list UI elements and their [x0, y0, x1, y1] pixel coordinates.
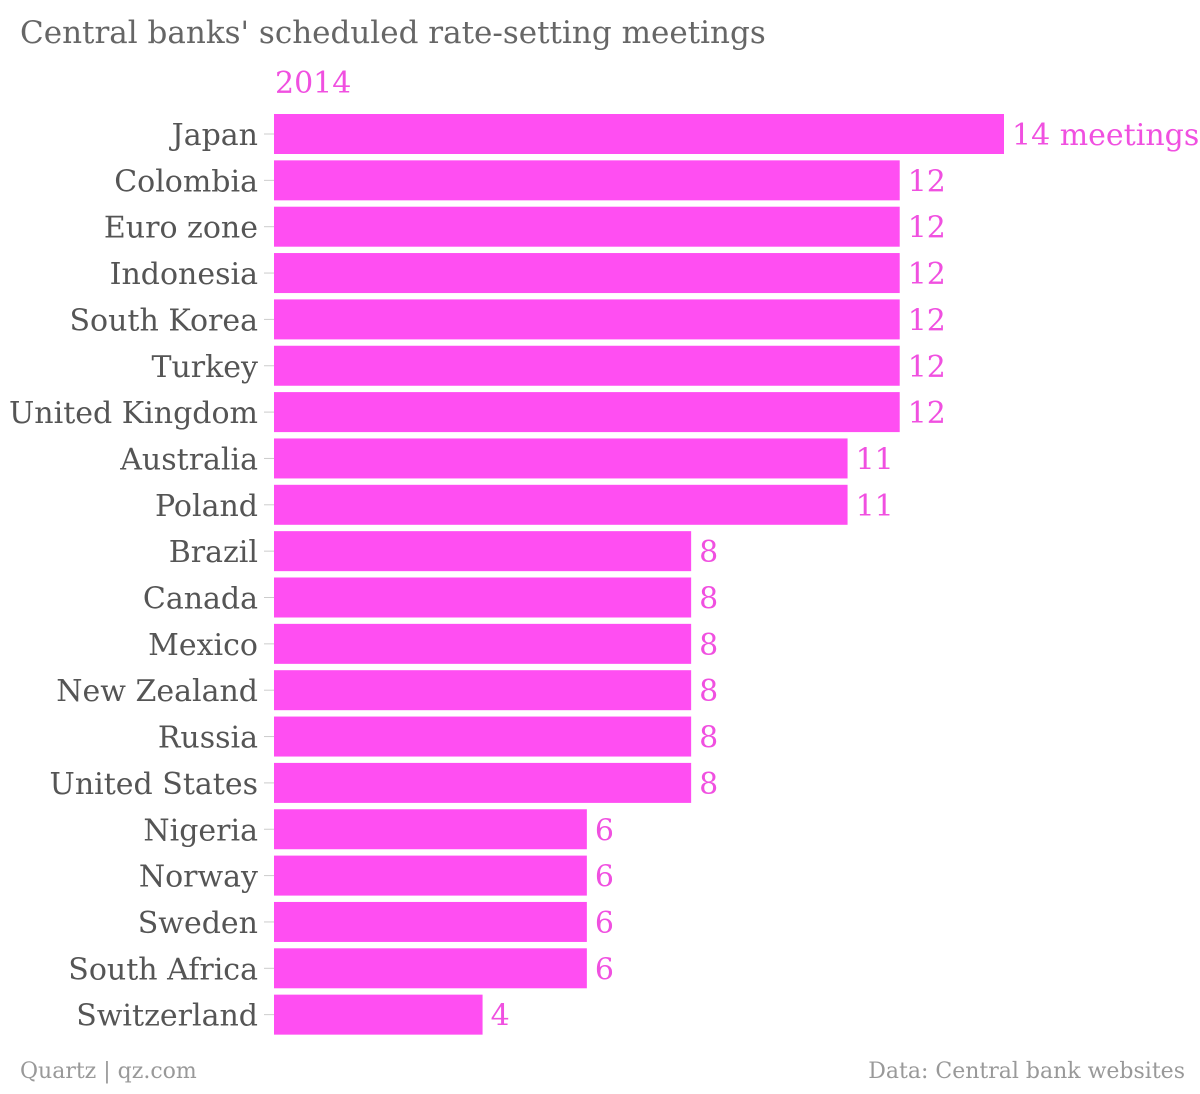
category-label: Australia [119, 442, 258, 477]
value-label: 11 [856, 489, 894, 524]
category-label: United States [50, 767, 258, 802]
category-label: Turkey [151, 350, 258, 385]
bars-group: Japan 14 meetings Colombia 12 Euro zone 12 Ind… [9, 114, 1199, 1035]
value-label: 6 [595, 813, 614, 848]
category-label: Canada [143, 582, 258, 617]
value-label: 6 [595, 906, 614, 941]
category-label: Mexico [148, 628, 258, 663]
value-label: 8 [699, 628, 718, 663]
bar [274, 438, 848, 479]
bar [274, 762, 692, 803]
value-label: 8 [699, 674, 718, 709]
bar [274, 901, 587, 942]
source-credit: Quartz | qz.com [20, 1059, 197, 1084]
category-label: Switzerland [76, 999, 258, 1034]
bar [274, 948, 587, 989]
bar [274, 345, 900, 386]
series-name: 2014 [275, 66, 351, 101]
category-label: Colombia [114, 164, 258, 199]
bar [274, 994, 483, 1035]
category-label: South Africa [68, 952, 258, 987]
category-label: Indonesia [110, 257, 259, 292]
category-label: New Zealand [56, 674, 258, 709]
bar [274, 716, 692, 757]
bar [274, 577, 692, 618]
bar [274, 670, 692, 711]
bar [274, 114, 1004, 154]
value-label: 11 [856, 442, 894, 477]
chart-title: Central banks' scheduled rate-setting me… [20, 15, 766, 51]
category-label: Sweden [138, 906, 258, 941]
bar [274, 160, 900, 201]
category-label: Brazil [169, 535, 258, 570]
bar [274, 623, 692, 664]
value-label: 12 [908, 164, 946, 199]
value-label: 12 [908, 350, 946, 385]
data-source: Data: Central bank websites [868, 1059, 1185, 1084]
value-label: 6 [595, 860, 614, 895]
category-label: Japan [169, 118, 258, 153]
value-label: 8 [699, 767, 718, 802]
bar [274, 484, 848, 525]
category-label: Nigeria [143, 813, 258, 848]
category-label: Norway [139, 860, 258, 895]
bar [274, 253, 900, 294]
value-label: 12 [908, 211, 946, 246]
value-label: 12 [908, 396, 946, 431]
value-label: 6 [595, 952, 614, 987]
bar [274, 206, 900, 247]
bar [274, 855, 587, 896]
bar [274, 392, 900, 433]
bar [274, 809, 587, 850]
category-label: Russia [158, 721, 258, 756]
bar [274, 531, 692, 572]
value-label: 12 [908, 303, 946, 338]
value-label: 8 [699, 721, 718, 756]
bar [274, 299, 900, 340]
value-label: 8 [699, 535, 718, 570]
value-label: 8 [699, 582, 718, 617]
value-label: 4 [491, 999, 510, 1034]
value-label: 12 [908, 257, 946, 292]
category-label: Euro zone [104, 211, 258, 246]
category-label: South Korea [70, 303, 259, 338]
value-label: 14 meetings [1012, 118, 1199, 153]
category-label: United Kingdom [9, 396, 258, 431]
category-label: Poland [155, 489, 258, 524]
